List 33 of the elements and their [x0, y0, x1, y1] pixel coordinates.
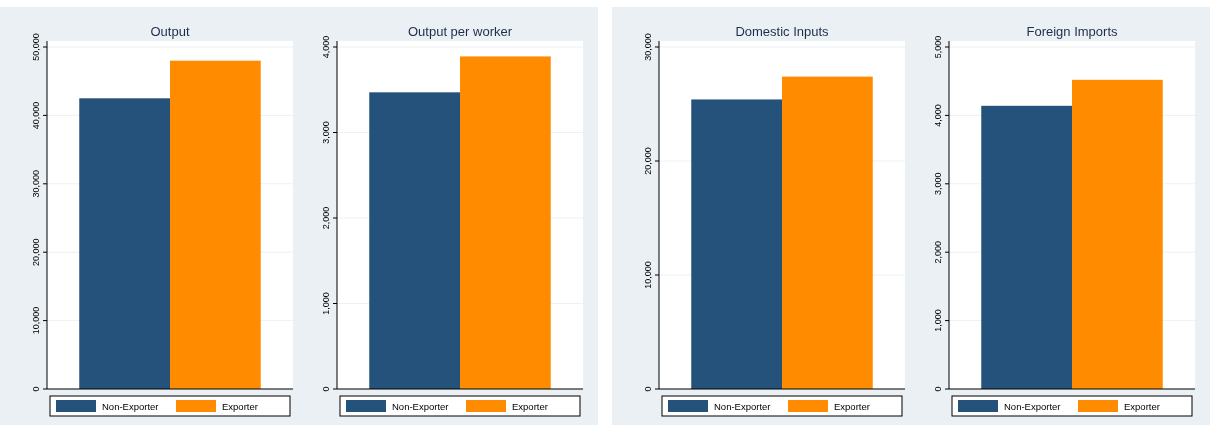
legend-label: Non-Exporter [714, 401, 771, 412]
y-tick-label: 2,000 [933, 240, 943, 264]
legend-label: Non-Exporter [102, 401, 159, 412]
y-tick-label: 0 [321, 386, 331, 392]
y-tick-label: 20,000 [31, 238, 41, 266]
y-tick-label: 10,000 [31, 306, 41, 335]
y-tick-label: 10,000 [643, 261, 653, 289]
y-tick-label: 40,000 [31, 101, 41, 130]
y-tick-label: 30,000 [643, 33, 653, 61]
chart-title: Foreign Imports [1026, 24, 1119, 39]
y-tick-label: 50,000 [31, 33, 41, 61]
legend-label: Exporter [512, 401, 548, 412]
y-tick-label: 2,000 [321, 206, 331, 230]
chart-title: Domestic Inputs [735, 24, 830, 39]
y-tick-label: 1,000 [933, 309, 943, 332]
legend-label: Non-Exporter [1004, 401, 1061, 412]
y-tick-label: 5,000 [933, 35, 943, 59]
y-tick-label: 0 [933, 386, 943, 392]
y-tick-label: 0 [31, 386, 41, 392]
legend-label: Non-Exporter [392, 401, 449, 412]
y-tick-label: 20,000 [643, 147, 653, 175]
legend-label: Exporter [222, 401, 258, 412]
y-tick-label: 1,000 [321, 292, 331, 315]
legend-label: Exporter [834, 401, 870, 412]
y-tick-label: 3,000 [933, 172, 943, 196]
y-tick-label: 4,000 [321, 35, 331, 59]
y-tick-label: 3,000 [321, 121, 331, 144]
chart-title: Output [150, 24, 190, 39]
chart-title: Output per worker [407, 24, 513, 39]
y-tick-label: 4,000 [933, 104, 943, 127]
y-tick-label: 30,000 [31, 170, 41, 198]
legend-label: Exporter [1124, 401, 1160, 412]
y-tick-label: 0 [643, 386, 653, 392]
